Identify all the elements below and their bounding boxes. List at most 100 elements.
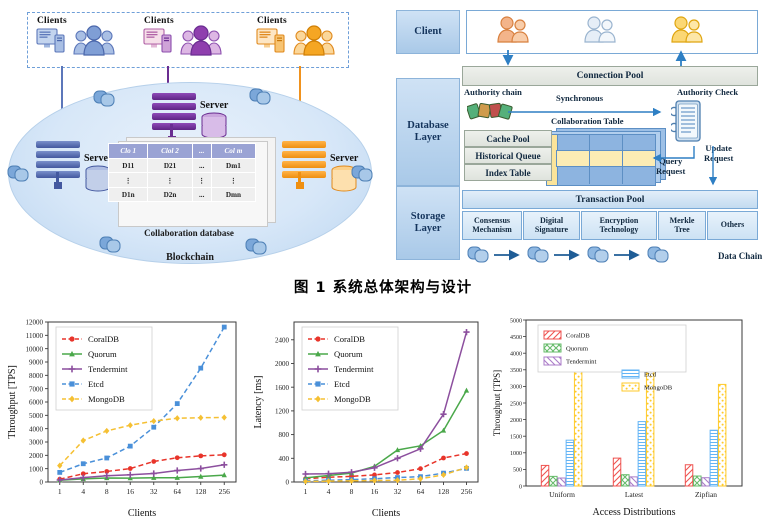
svg-text:Clients: Clients: [372, 508, 400, 519]
collaboration-database-table: Clo 1 Clol 2 ... Col m D11 D21 ... Dm1 ⋮…: [107, 143, 270, 227]
historical-queue-label: Historical Queue: [475, 150, 541, 161]
system-architecture-figure: Clients Clients: [0, 0, 383, 272]
computer-icon: [143, 28, 172, 53]
svg-text:5000: 5000: [29, 412, 44, 420]
svg-text:Throughput [TPS]: Throughput [TPS]: [492, 370, 502, 436]
table-row: D1n D2n ... Dmn: [107, 187, 257, 202]
svg-text:7000: 7000: [29, 385, 44, 393]
historical-queue-box: Historical Queue: [464, 147, 552, 164]
table-cell: ...: [191, 187, 212, 202]
svg-text:Tendermint: Tendermint: [334, 364, 374, 374]
cell-label: Digital Signature: [534, 215, 569, 234]
index-table-box: Index Table: [464, 164, 552, 181]
cache-pool-label: Cache Pool: [486, 133, 530, 144]
client-group-label: Clients: [257, 16, 287, 26]
svg-text:Access Distributions: Access Distributions: [592, 507, 675, 518]
svg-text:1: 1: [58, 487, 62, 496]
table-cell: ⋮: [107, 172, 149, 188]
table-cell: D11: [107, 158, 149, 173]
cdb-table: Clo 1 Clol 2 ... Col m D11 D21 ... Dm1 ⋮…: [107, 143, 257, 202]
collaboration-table-label: Collaboration Table: [551, 116, 624, 126]
col-header: Clo 1: [107, 143, 149, 159]
svg-text:Tendermint: Tendermint: [566, 359, 596, 366]
table-cell: D2n: [147, 187, 193, 202]
data-chain-row: [467, 246, 669, 263]
storage-cell-signature: Digital Signature: [523, 211, 580, 240]
table-cell: D1n: [107, 187, 149, 202]
chain-link-icon: [7, 165, 29, 182]
authority-chain-label: Authority chain: [464, 87, 522, 97]
cache-pool-box: Cache Pool: [464, 130, 552, 147]
client-group-label: Clients: [37, 16, 67, 26]
table-cell: ...: [191, 158, 212, 173]
svg-text:4: 4: [327, 487, 331, 496]
svg-text:MongoDB: MongoDB: [88, 394, 125, 404]
svg-text:1000: 1000: [510, 451, 522, 457]
svg-text:1: 1: [304, 487, 308, 496]
svg-text:MongoDB: MongoDB: [644, 385, 673, 392]
svg-text:400: 400: [279, 455, 290, 463]
connection-pool-label: Connection Pool: [576, 71, 644, 81]
svg-text:8000: 8000: [29, 372, 44, 380]
layer-tag-database: Database Layer: [396, 78, 460, 186]
svg-text:256: 256: [461, 487, 473, 496]
server-stem: [296, 172, 304, 189]
svg-text:Uniform: Uniform: [549, 490, 575, 499]
collaboration-database-caption: Collaboration database: [144, 228, 234, 238]
storage-cell-merkle: Merkle Tree: [658, 211, 706, 240]
col-header: ...: [191, 143, 212, 159]
svg-text:16: 16: [371, 487, 379, 496]
svg-text:Latency [ms]: Latency [ms]: [253, 375, 264, 428]
chain-link-icon: [99, 236, 121, 253]
layer-tag-client: Client: [396, 10, 460, 54]
col-header: Col m: [210, 143, 257, 159]
document-icon: [671, 100, 701, 142]
collaboration-table-stack: [546, 128, 666, 186]
chain-link-icon: [249, 88, 271, 105]
table-cell: ⋮: [147, 172, 193, 188]
svg-text:256: 256: [219, 487, 231, 496]
svg-text:MongoDB: MongoDB: [334, 394, 371, 404]
chart-throughput-vs-clients: 0 1000 2000 3000 4000 5000 6000 7000 8000 9000 100…: [4, 312, 244, 520]
svg-text:3000: 3000: [510, 385, 522, 391]
col-header: Clol 2: [147, 143, 193, 159]
table-cell: Dm1: [210, 158, 257, 173]
svg-text:64: 64: [174, 487, 182, 496]
server-label: Server: [200, 100, 229, 111]
svg-text:8: 8: [105, 487, 109, 496]
svg-text:CoralDB: CoralDB: [566, 333, 590, 340]
people-icon: [497, 16, 529, 43]
storage-cell-others: Others: [707, 211, 758, 240]
svg-text:4000: 4000: [510, 352, 522, 358]
chain-link-icon: [351, 165, 373, 182]
server-node-2: [152, 93, 196, 133]
svg-text:1200: 1200: [275, 407, 290, 415]
people-icon: [671, 16, 703, 43]
svg-text:11000: 11000: [26, 332, 44, 340]
svg-text:2000: 2000: [510, 418, 522, 424]
svg-text:0: 0: [40, 479, 44, 487]
authority-check-label: Authority Check: [677, 87, 739, 97]
svg-text:Tendermint: Tendermint: [88, 364, 128, 374]
cell-label: Consensus Mechanism: [472, 215, 512, 234]
people-icon: [293, 25, 335, 56]
svg-text:64: 64: [417, 487, 425, 496]
svg-text:Zipfian: Zipfian: [695, 490, 717, 499]
client-panel: [466, 10, 758, 54]
chain-link-icon: [245, 238, 267, 255]
query-request-label: Query Request: [656, 156, 686, 176]
svg-text:Etcd: Etcd: [334, 379, 350, 389]
svg-text:5000: 5000: [510, 318, 522, 324]
layer-label: Database Layer: [407, 119, 449, 143]
svg-text:Quorum: Quorum: [566, 346, 589, 353]
server-label: Server: [84, 153, 113, 164]
authority-chain-icon: [467, 102, 513, 120]
blockchain-caption: Blockchain: [166, 252, 214, 263]
server-node-3: [282, 141, 326, 181]
svg-text:10000: 10000: [26, 345, 44, 353]
svg-text:16: 16: [127, 487, 135, 496]
server-label: Server: [330, 153, 359, 164]
svg-text:500: 500: [513, 468, 522, 474]
index-table-label: Index Table: [485, 167, 531, 178]
svg-text:4500: 4500: [510, 335, 522, 341]
